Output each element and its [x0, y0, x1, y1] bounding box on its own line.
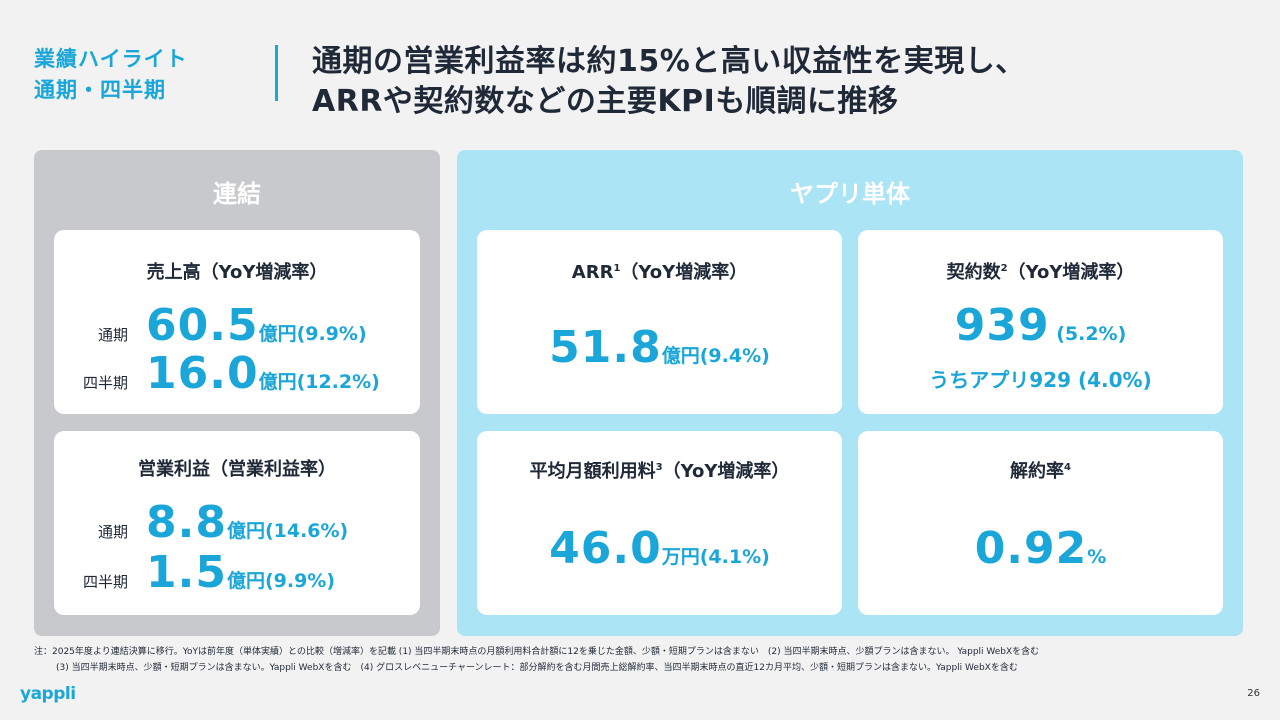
consolidated-panel: 連結 売上高（YoY増減率） 通期 60.5 億円(9.9%) 四半期 16.0…	[34, 150, 440, 636]
churn-card: 解約率4 0.92%	[858, 431, 1223, 615]
operating-profit-card: 営業利益（営業利益率） 通期 8.8 億円(14.6%) 四半期 1.5 億円(…	[54, 431, 420, 615]
revenue-card-title: 売上高（YoY増減率）	[146, 262, 328, 283]
contracts-card-title: 契約数2（YoY増減率）	[858, 258, 1223, 284]
revenue-card: 売上高（YoY増減率） 通期 60.5 億円(9.9%) 四半期 16.0 億円…	[54, 230, 420, 414]
revenue-quarter-value: 16.0	[146, 348, 259, 399]
contracts-card: 契約数2（YoY増減率） 939 (5.2%) うちアプリ929 (4.0%)	[858, 230, 1223, 414]
footnote-ref: 4	[1064, 462, 1071, 473]
revenue-annual-value: 60.5	[146, 300, 259, 351]
revenue-quarter-unit: 億円(12.2%)	[258, 371, 380, 393]
op-quarter-unit: 億円(9.9%)	[226, 570, 336, 592]
churn-value-group: 0.92%	[858, 523, 1223, 574]
arpu-title-suffix: （YoY増減率）	[662, 461, 790, 482]
footnote-ref: 2	[1000, 263, 1008, 274]
footnote: 注：2025年度より連結決算に移行。YoYは前年度（単体実績）との比較（増減率）…	[34, 644, 1039, 676]
contracts-title-text: 契約数	[946, 262, 1001, 283]
footnote-line1: 注：2025年度より連結決算に移行。YoYは前年度（単体実績）との比較（増減率）…	[34, 647, 1040, 657]
page-title: 通期の営業利益率は約15%と高い収益性を実現し、 ARRや契約数などの主要KPI…	[312, 42, 1026, 122]
contracts-app-subline: うちアプリ929 (4.0%)	[929, 368, 1152, 392]
arr-title-text: ARR	[571, 262, 614, 283]
op-annual-unit: 億円(14.6%)	[226, 520, 349, 542]
arpu-card-title: 平均月額利用料3（YoY増減率）	[477, 457, 842, 483]
op-quarter-row: 四半期 1.5 億円(9.9%)	[54, 547, 335, 598]
header-divider	[275, 45, 278, 101]
revenue-annual-unit: 億円(9.9%)	[258, 323, 367, 345]
consolidated-panel-title: 連結	[213, 180, 261, 208]
churn-unit: %	[1087, 546, 1107, 568]
churn-card-title: 解約率4	[858, 457, 1223, 483]
churn-value: 0.92	[974, 523, 1088, 574]
page-title-line1: 通期の営業利益率は約15%と高い収益性を実現し、	[312, 44, 1026, 79]
section-label-line2: 通期・四半期	[34, 78, 166, 102]
arr-card-title: ARR1（YoY増減率）	[477, 258, 842, 284]
op-annual-value: 8.8	[146, 497, 227, 548]
op-quarter-value: 1.5	[146, 547, 227, 598]
operating-profit-card-title: 営業利益（営業利益率）	[138, 459, 336, 480]
arr-unit: 億円(9.4%)	[661, 345, 770, 367]
row-label: 四半期	[82, 573, 128, 591]
footnote-ref: 1	[613, 263, 621, 274]
arpu-unit: 万円(4.1%)	[661, 546, 770, 568]
page-number: 26	[1247, 688, 1260, 699]
revenue-annual-row: 通期 60.5 億円(9.9%)	[54, 300, 367, 351]
contracts-unit: (5.2%)	[1049, 323, 1127, 345]
row-label: 通期	[97, 326, 128, 344]
section-label: 業績ハイライト 通期・四半期	[34, 44, 188, 106]
footnote-ref: 3	[655, 462, 663, 473]
row-label: 四半期	[82, 374, 128, 392]
arr-card: ARR1（YoY増減率） 51.8億円(9.4%)	[477, 230, 842, 414]
arpu-value: 46.0	[549, 523, 662, 574]
contracts-title-suffix: （YoY増減率）	[1007, 262, 1135, 283]
arr-title-suffix: （YoY増減率）	[620, 262, 748, 283]
op-annual-row: 通期 8.8 億円(14.6%)	[54, 497, 348, 548]
yappli-panel-title: ヤプリ単体	[790, 180, 910, 208]
arpu-value-group: 46.0万円(4.1%)	[477, 523, 842, 574]
row-label: 通期	[97, 523, 128, 541]
yappli-logo: yappli	[20, 684, 76, 704]
yappli-standalone-panel: ヤプリ単体 ARR1（YoY増減率） 51.8億円(9.4%) 契約数2（YoY…	[457, 150, 1243, 636]
arpu-title-text: 平均月額利用料	[529, 461, 656, 482]
arr-value-group: 51.8億円(9.4%)	[477, 322, 842, 373]
arr-value: 51.8	[549, 322, 662, 373]
footnote-line2: (3) 当四半期末時点、少額・短期プランは含まない。Yappli WebXを含む…	[56, 663, 1018, 673]
revenue-quarter-row: 四半期 16.0 億円(12.2%)	[54, 348, 380, 399]
contracts-value: 939	[954, 300, 1050, 351]
contracts-value-group: 939 (5.2%)	[858, 300, 1223, 351]
churn-title-text: 解約率	[1010, 461, 1065, 482]
page-title-line2: ARRや契約数などの主要KPIも順調に推移	[312, 84, 899, 119]
section-label-line1: 業績ハイライト	[34, 47, 188, 71]
arpu-card: 平均月額利用料3（YoY増減率） 46.0万円(4.1%)	[477, 431, 842, 615]
